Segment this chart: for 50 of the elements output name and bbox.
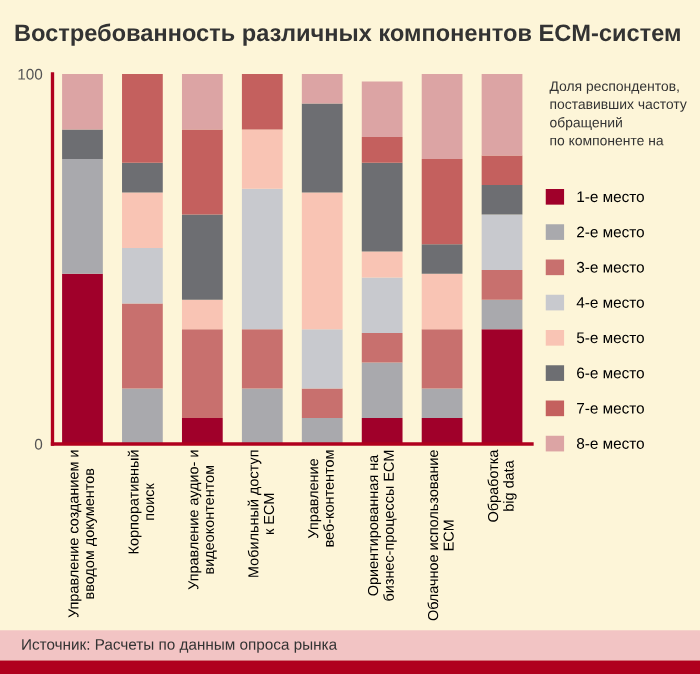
bar — [122, 74, 163, 163]
chart-title: Востребованность различных компонентов ECM-систем — [15, 23, 680, 46]
bar — [481, 329, 523, 444]
bar — [181, 329, 223, 419]
bar — [241, 388, 283, 444]
bar — [122, 192, 163, 248]
bar — [481, 270, 523, 300]
bar — [481, 299, 523, 330]
bar — [361, 362, 403, 419]
bar — [241, 329, 283, 389]
bar — [301, 418, 343, 444]
bar — [122, 303, 163, 389]
bar — [481, 74, 523, 156]
bar — [301, 192, 343, 330]
bar — [62, 273, 103, 444]
bar — [122, 388, 163, 444]
bar — [421, 388, 463, 419]
bar — [181, 418, 223, 444]
bar — [361, 81, 403, 137]
bar — [301, 103, 343, 193]
bar — [481, 214, 523, 271]
bar — [361, 136, 403, 163]
bar — [181, 74, 223, 130]
bar — [241, 74, 283, 130]
bar — [421, 74, 463, 160]
bar — [421, 329, 463, 389]
bar — [361, 418, 403, 444]
bar — [181, 214, 223, 300]
bar — [361, 162, 403, 252]
bar — [181, 129, 223, 215]
bar — [122, 162, 163, 193]
bar — [62, 159, 103, 274]
bar — [421, 244, 463, 274]
bar — [301, 329, 343, 389]
bar — [301, 388, 343, 419]
bar — [62, 74, 103, 130]
bar — [122, 247, 163, 304]
bar — [301, 74, 343, 104]
bar — [421, 159, 463, 245]
bar — [361, 333, 403, 363]
bar — [481, 155, 523, 185]
bar — [241, 129, 283, 189]
bar — [241, 188, 283, 330]
bar — [421, 273, 463, 330]
bar — [361, 277, 403, 333]
bar — [62, 129, 103, 160]
bar — [421, 418, 463, 444]
bar — [181, 299, 223, 330]
bar — [361, 251, 403, 278]
bar — [481, 185, 523, 215]
